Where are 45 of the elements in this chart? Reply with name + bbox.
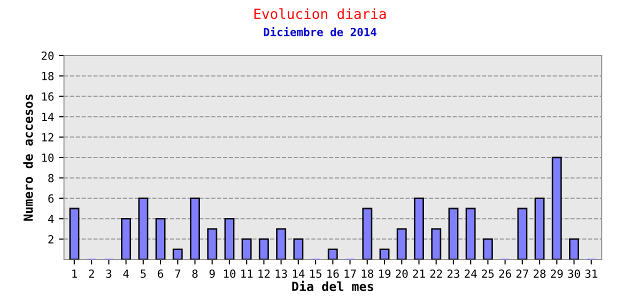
x-tick-label: 17 bbox=[344, 270, 356, 278]
x-tick-label: 15 bbox=[310, 270, 322, 278]
x-tick-label: 26 bbox=[499, 269, 512, 278]
x-tick-label: 22 bbox=[430, 269, 442, 278]
x-tick-label: 28 bbox=[534, 269, 546, 278]
x-tick-label: 23 bbox=[448, 269, 460, 278]
y-tick-label: 4 bbox=[48, 214, 54, 223]
x-tick-label: 6 bbox=[158, 269, 164, 278]
x-tick-label: 1 bbox=[72, 270, 77, 278]
chart-title: Evolucion diaria bbox=[254, 8, 386, 20]
x-tick-label: 7 bbox=[175, 270, 180, 278]
x-tick-label: 3 bbox=[106, 269, 112, 278]
x-tick-label: 9 bbox=[210, 269, 215, 278]
y-tick-label: 2 bbox=[48, 235, 54, 244]
x-tick-label: 16 bbox=[327, 269, 339, 278]
y-tick-label: 18 bbox=[42, 72, 54, 80]
chart-subtitle: Diciembre de 2014 bbox=[264, 27, 376, 36]
x-tick-label: 25 bbox=[482, 269, 494, 278]
x-tick-label: 8 bbox=[192, 269, 198, 278]
x-tick-label: 5 bbox=[140, 270, 146, 278]
y-tick-label: 8 bbox=[48, 174, 54, 182]
y-tick-label: 10 bbox=[42, 154, 54, 162]
x-tick-label: 24 bbox=[464, 269, 477, 278]
x-tick-label: 2 bbox=[89, 269, 94, 278]
y-tick-label: 6 bbox=[48, 194, 54, 203]
x-tick-label: 30 bbox=[568, 269, 580, 278]
y-tick-label: 12 bbox=[42, 133, 54, 142]
x-tick-label: 13 bbox=[276, 269, 287, 278]
y-tick-label: 14 bbox=[42, 112, 54, 121]
x-tick-label: 11 bbox=[241, 270, 253, 278]
x-tick-label: 10 bbox=[224, 269, 236, 278]
x-tick-label: 20 bbox=[396, 269, 408, 278]
y-axis-title: Numero de accesos bbox=[23, 94, 33, 221]
x-tick-label: 21 bbox=[413, 269, 425, 278]
x-tick-label: 4 bbox=[123, 270, 129, 278]
x-tick-label: 12 bbox=[258, 269, 270, 278]
x-tick-label: 19 bbox=[379, 269, 390, 278]
y-tick-label: 16 bbox=[42, 92, 54, 101]
x-tick-label: 14 bbox=[292, 270, 304, 278]
x-axis-title: Dia del mes bbox=[292, 280, 374, 292]
x-tick-label: 31 bbox=[585, 269, 598, 278]
x-tick-label: 18 bbox=[362, 269, 374, 278]
y-tick-label: 20 bbox=[42, 52, 54, 60]
x-tick-label: 27 bbox=[516, 269, 528, 278]
x-tick-label: 29 bbox=[550, 269, 563, 278]
